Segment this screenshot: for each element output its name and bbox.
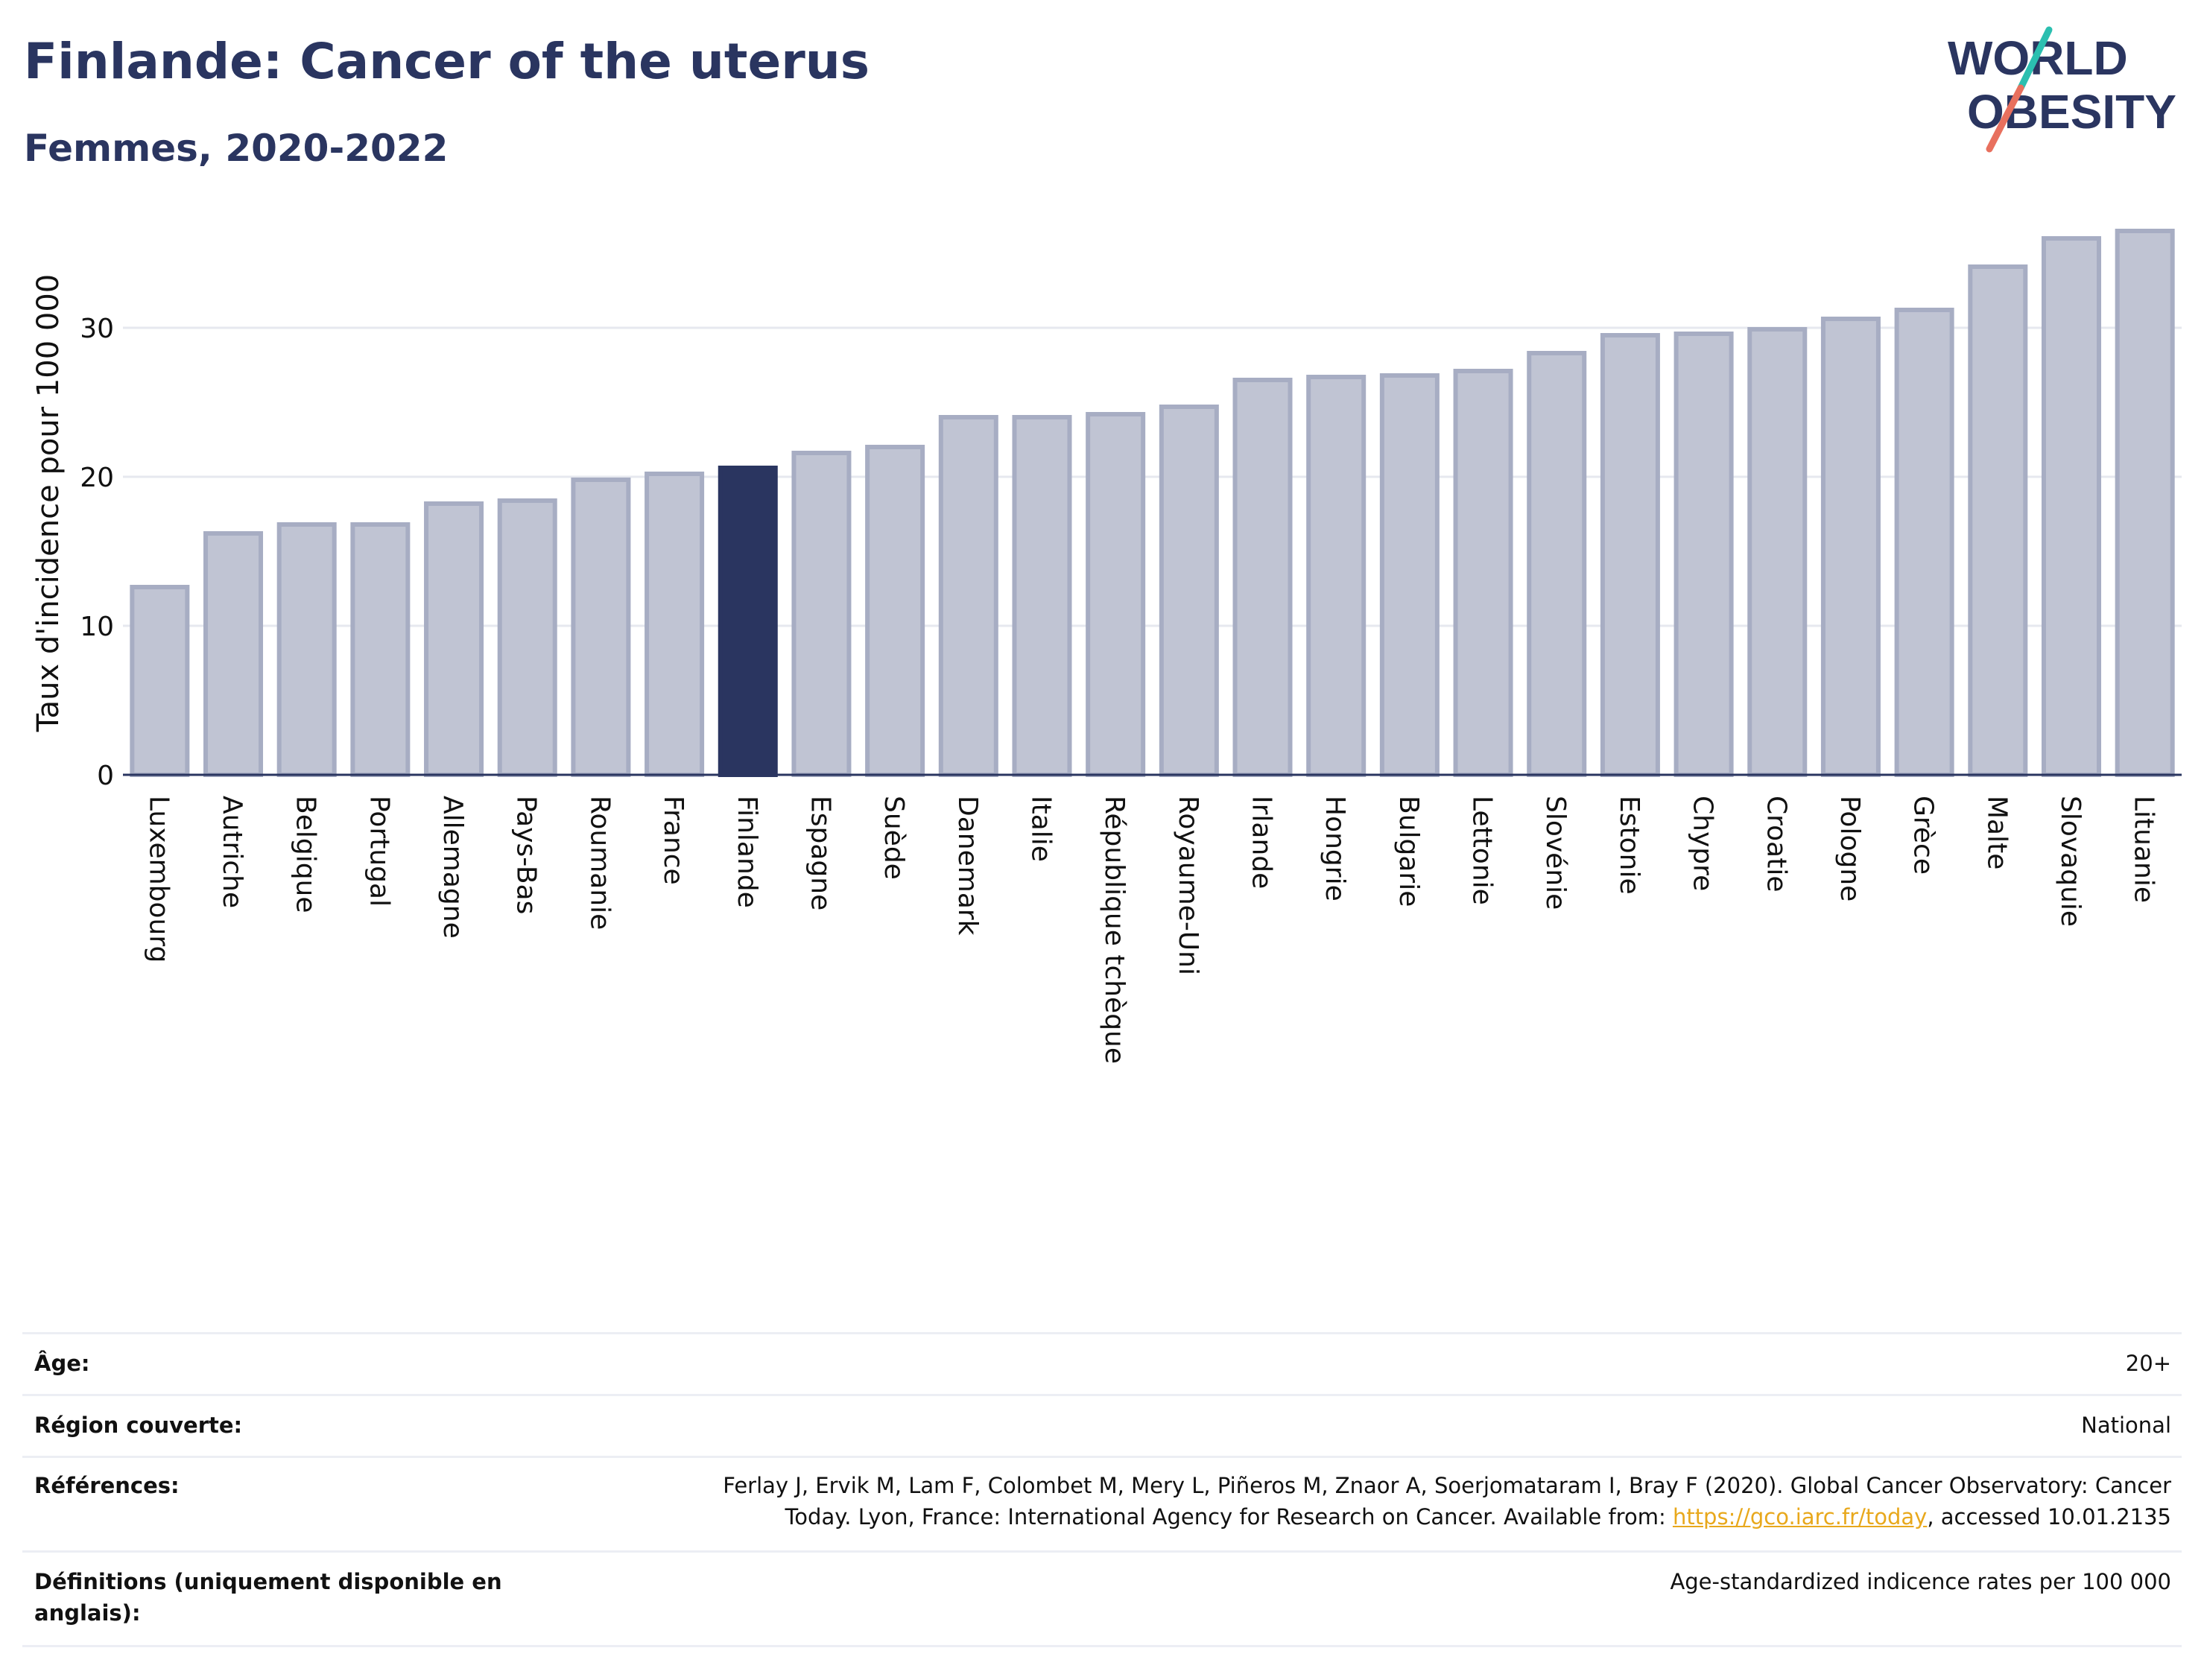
info-value-region: National (2081, 1413, 2171, 1438)
page-subtitle: Femmes, 2020-2022 (24, 127, 449, 170)
info-row-references: Références: Ferlay J, Ervik M, Lam F, Co… (22, 1456, 2182, 1550)
bar (2041, 236, 2101, 777)
y-tick-label: 20 (80, 463, 114, 493)
x-tick-label: Belgique (291, 796, 321, 913)
bar (424, 501, 484, 777)
info-row-definitions: Définitions (uniquement disponible en an… (22, 1550, 2182, 1647)
x-tick-label: Finlande (732, 796, 762, 908)
bar (2115, 229, 2175, 777)
x-tick-label: Luxembourg (143, 796, 174, 963)
info-value-age: 20+ (2125, 1351, 2171, 1376)
bar (1306, 375, 1367, 777)
x-tick-label: Grèce (1908, 796, 1939, 875)
y-tick-label: 10 (80, 612, 114, 642)
bar (1820, 317, 1881, 777)
bar (1453, 369, 1513, 777)
info-value-references: Ferlay J, Ervik M, Lam F, Colombet M, Me… (723, 1458, 2182, 1532)
x-tick-label: Pologne (1834, 796, 1865, 901)
info-label-definitions: Définitions (uniquement disponible en an… (34, 1569, 502, 1626)
bar (938, 415, 998, 777)
bar (1968, 264, 2028, 777)
bar-chart: 0 10 20 30 Taux d'incidence pour 100 000 Luxe… (31, 229, 2182, 1064)
x-tick-label: République tchèque (1099, 796, 1130, 1064)
references-line-2: Today. Lyon, France: International Agenc… (723, 1501, 2171, 1532)
x-tick-label: Slovénie (1540, 796, 1571, 910)
references-link[interactable]: https://gco.iarc.fr/today (1672, 1504, 1928, 1530)
bar (203, 531, 264, 777)
x-tick-label: Irlande (1247, 796, 1277, 889)
bar (1673, 332, 1734, 777)
bar (645, 472, 705, 777)
x-tick-label: Suède (878, 796, 909, 880)
info-row-age: Âge: 20+ (22, 1332, 2182, 1394)
x-tick-label: France (658, 796, 688, 885)
x-tick-label: Danemark (952, 796, 983, 936)
bar (1600, 333, 1660, 777)
bar (865, 445, 925, 777)
x-tick-label: Autriche (217, 796, 247, 908)
y-tick-label: 30 (80, 314, 114, 344)
info-value-definitions: Age-standardized indicence rates per 100… (1670, 1569, 2171, 1594)
bar (1527, 351, 1587, 777)
x-tick-label: Slovaquie (2055, 796, 2086, 927)
world-obesity-logo: WORLD OBESITY (1948, 26, 2176, 153)
bar (791, 451, 852, 777)
info-label-references: Références: (34, 1473, 180, 1498)
x-tick-label: Espagne (805, 796, 835, 910)
bar (276, 522, 337, 777)
y-tick-label: 0 (97, 761, 114, 791)
bar (1159, 405, 1219, 777)
references-text: Today. Lyon, France: International Agenc… (785, 1504, 1673, 1530)
x-tick-label: Hongrie (1320, 796, 1350, 901)
info-label-region: Région couverte: (34, 1413, 243, 1438)
x-tick-label: Italie (1025, 796, 1056, 862)
y-axis-label: Taux d'incidence pour 100 000 (31, 274, 66, 732)
x-tick-label: Lettonie (1467, 796, 1498, 905)
x-tick-label: Bulgarie (1393, 796, 1424, 907)
info-row-region: Région couverte: National (22, 1394, 2182, 1456)
bar (1086, 412, 1146, 777)
bar (571, 478, 631, 777)
x-tick-label: Royaume-Uni (1173, 796, 1203, 975)
x-tick-label: Lituanie (2129, 796, 2159, 903)
bar (497, 498, 557, 777)
bar (1012, 415, 1072, 777)
x-tick-label: Portugal (364, 796, 394, 907)
x-tick-label: Malte (1981, 796, 2012, 869)
logo-slash-coral (1986, 84, 2024, 153)
bar (130, 585, 190, 777)
bar (350, 522, 411, 777)
x-tick-label: Estonie (1614, 796, 1644, 895)
x-tick-label: Allemagne (437, 796, 468, 939)
references-line-1: Ferlay J, Ervik M, Lam F, Colombet M, Me… (723, 1473, 2171, 1498)
x-tick-label: Roumanie (584, 796, 615, 930)
x-tick-label: Chypre (1688, 796, 1718, 891)
x-tick-label: Pays-Bas (511, 796, 542, 914)
x-tick-label: Croatie (1761, 796, 1791, 893)
page-title: Finlande: Cancer of the uterus (24, 33, 870, 90)
bar (1379, 373, 1440, 777)
bar (1894, 308, 1954, 777)
bar-highlight (718, 466, 778, 777)
bar (1232, 378, 1293, 777)
references-accessed: , accessed 10.01.2135 (1927, 1504, 2171, 1530)
logo-slash-teal (2017, 26, 2053, 92)
info-label-age: Âge: (34, 1351, 90, 1376)
bar (1747, 327, 1808, 777)
info-table: Âge: 20+ Région couverte: National Référ… (22, 1332, 2182, 1647)
